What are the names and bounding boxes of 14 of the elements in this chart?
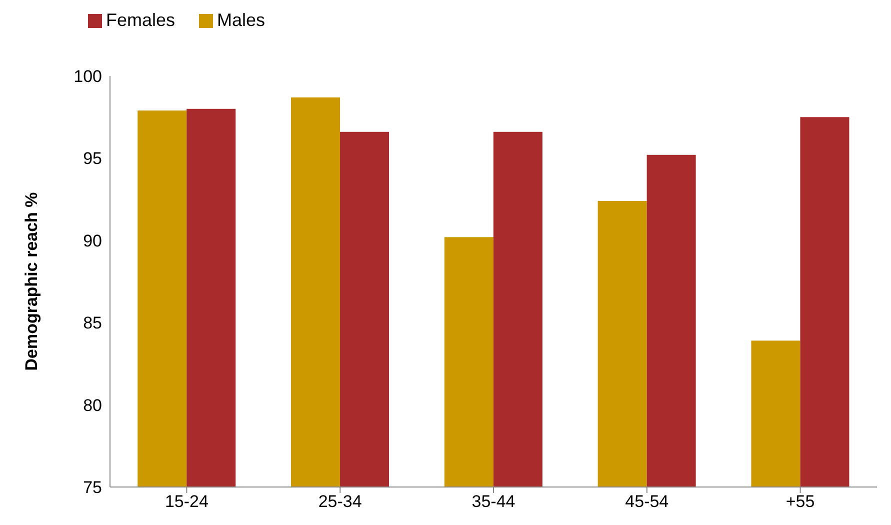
x-tick-label: 35-44 bbox=[472, 492, 516, 512]
y-tick-label: 85 bbox=[83, 314, 102, 333]
legend-label: Males bbox=[217, 10, 266, 30]
x-tick-label: 15-24 bbox=[164, 492, 208, 512]
x-tick-label: 25-34 bbox=[318, 492, 362, 512]
y-axis-title: Demographic reach % bbox=[22, 192, 42, 371]
y-tick-label: 100 bbox=[74, 67, 102, 86]
x-tick-label: 45-54 bbox=[625, 492, 669, 512]
y-tick-label: 80 bbox=[83, 396, 102, 415]
legend-label: Females bbox=[106, 10, 176, 30]
y-tick-label: 75 bbox=[83, 478, 102, 498]
x-tick-label: +55 bbox=[786, 492, 815, 512]
y-tick-label: 90 bbox=[83, 231, 102, 250]
y-tick-label: 95 bbox=[83, 149, 102, 168]
